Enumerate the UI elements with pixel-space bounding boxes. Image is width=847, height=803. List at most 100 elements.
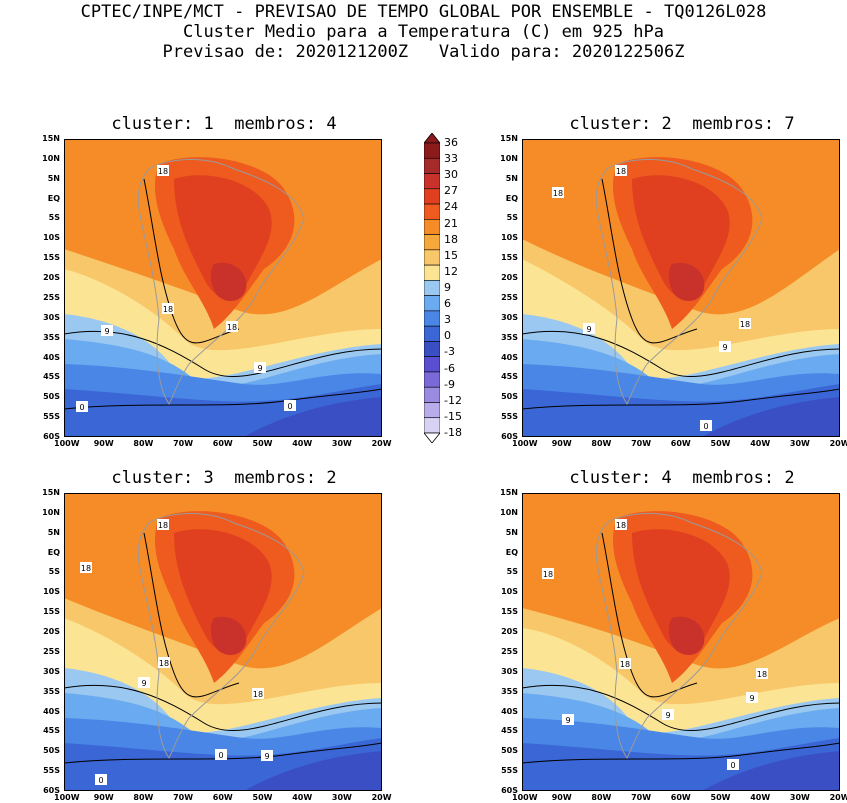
- contour-0: [522, 388, 840, 410]
- svg-text:9: 9: [141, 679, 146, 688]
- field-minus3: [244, 397, 382, 437]
- colorbar-swatch: [424, 417, 440, 434]
- lat-tick-label: 5N: [47, 173, 60, 183]
- lat-tick-label: 40S: [43, 706, 60, 716]
- map-panel-cluster-3: 18 18 18 18 9 9 0 0: [64, 493, 382, 791]
- coastline-south-america: [137, 159, 305, 405]
- colorbar-swatch: [424, 157, 440, 174]
- field-north: [64, 139, 382, 165]
- svg-text:9: 9: [264, 752, 269, 761]
- contour-label: 0: [76, 401, 88, 412]
- svg-text:18: 18: [227, 323, 237, 332]
- svg-text:0: 0: [98, 776, 103, 785]
- field-minus3: [244, 751, 382, 791]
- contour-9: [522, 330, 840, 378]
- lat-tick-label: 5S: [506, 567, 518, 577]
- coastline-south-america: [595, 513, 763, 759]
- lat-tick-label: 15S: [501, 607, 518, 617]
- lon-tick-label: 40W: [750, 793, 771, 802]
- contour-label: 0: [727, 759, 739, 770]
- colorbar-swatch: [424, 310, 440, 327]
- colorbar-level-label: -18: [444, 426, 462, 439]
- contour-label: 18: [158, 657, 170, 668]
- contour-18: [143, 178, 240, 344]
- lat-tick-label: 35S: [43, 686, 60, 696]
- contour-18: [601, 532, 698, 698]
- lat-tick-label: 20S: [501, 273, 518, 283]
- lon-tick-label: 80W: [591, 793, 612, 802]
- lat-tick-label: 20S: [43, 627, 60, 637]
- colorbar-level-label: 36: [444, 136, 458, 149]
- lon-tick-label: 20W: [371, 793, 392, 802]
- colorbar-level-label: 24: [444, 200, 458, 214]
- lat-tick-label: 10S: [501, 587, 518, 597]
- lat-tick-label: 60S: [43, 786, 60, 795]
- lat-tick-label: 55S: [501, 766, 518, 776]
- lat-tick-label: 40S: [501, 352, 518, 362]
- colorbar-swatch: [424, 402, 440, 419]
- lat-tick-label: 50S: [501, 746, 518, 756]
- field-27: [174, 529, 272, 652]
- lat-tick-label: 55S: [43, 412, 60, 422]
- colorbar-swatch: [424, 203, 440, 220]
- panel-title-2: cluster: 2 membros: 7: [569, 114, 795, 134]
- contour-label: 9: [101, 325, 113, 336]
- panel-title-4: cluster: 4 membros: 2: [569, 468, 795, 488]
- colorbar-swatch: [424, 356, 440, 373]
- lon-tick-label: 70W: [173, 439, 194, 448]
- subtitle: Cluster Medio para a Temperatura (C) em …: [182, 22, 665, 42]
- lon-tick-label: 50W: [252, 793, 273, 802]
- lat-tick-label: 5S: [48, 567, 60, 577]
- lat-tick-label: 15N: [42, 488, 60, 497]
- svg-text:18: 18: [757, 670, 767, 679]
- lat-tick-label: 10S: [43, 587, 60, 597]
- lat-tick-label: 25S: [43, 292, 60, 302]
- lat-tick-label: EQ: [505, 547, 518, 557]
- colorbar: [424, 133, 440, 443]
- svg-text:18: 18: [740, 320, 750, 329]
- contour-label: 0: [700, 420, 712, 431]
- lat-tick-label: EQ: [47, 193, 60, 203]
- lat-tick-label: 20S: [43, 273, 60, 283]
- lon-tick-label: 70W: [631, 793, 652, 802]
- svg-text:18: 18: [158, 167, 168, 176]
- lat-tick-label: 50S: [501, 392, 518, 402]
- panel-title-3: cluster: 3 membros: 2: [111, 468, 337, 488]
- field-30: [668, 262, 705, 301]
- colorbar-level-label: 0: [444, 329, 451, 343]
- colorbar-level-label: -12: [444, 393, 462, 407]
- lon-tick-label: 40W: [750, 439, 771, 448]
- lon-tick-label: 60W: [670, 793, 691, 802]
- map-canvas: 18 18 18 9 9 0 0: [64, 139, 382, 437]
- lat-tick-label: 25S: [43, 646, 60, 656]
- contour-label: 18: [615, 519, 627, 530]
- colorbar-level-label: 12: [444, 264, 458, 278]
- svg-text:18: 18: [81, 564, 91, 573]
- contour-18: [601, 178, 698, 344]
- svg-text:0: 0: [703, 422, 708, 431]
- field-north: [64, 493, 382, 519]
- forecast-dates: Previsao de: 2020121200Z Valido para: 20…: [162, 42, 685, 62]
- svg-text:18: 18: [158, 521, 168, 530]
- colorbar-level-label: -15: [444, 409, 462, 423]
- lon-tick-label: 90W: [551, 793, 572, 802]
- lat-tick-label: EQ: [47, 547, 60, 557]
- contour-label: 9: [261, 750, 273, 761]
- field-30: [210, 616, 247, 655]
- contour-label: 9: [662, 709, 674, 720]
- lat-tick-label: 55S: [501, 412, 518, 422]
- main-title: CPTEC/INPE/MCT - PREVISAO DE TEMPO GLOBA…: [80, 2, 767, 22]
- lat-tick-label: 5N: [505, 527, 518, 537]
- contour-label: 18: [542, 568, 554, 579]
- lat-tick-label: 50S: [43, 392, 60, 402]
- lat-tick-label: 15S: [501, 253, 518, 263]
- lat-tick-label: 45S: [43, 372, 60, 382]
- lat-tick-label: 45S: [43, 726, 60, 736]
- map-canvas: 18 18 18 18 9 9 0 0: [64, 493, 382, 791]
- lat-tick-label: 10S: [501, 233, 518, 243]
- field-minus3: [702, 397, 840, 437]
- svg-text:18: 18: [543, 570, 553, 579]
- colorbar-swatch: [424, 142, 440, 159]
- contour-label: 0: [95, 774, 107, 785]
- lat-tick-label: 40S: [43, 352, 60, 362]
